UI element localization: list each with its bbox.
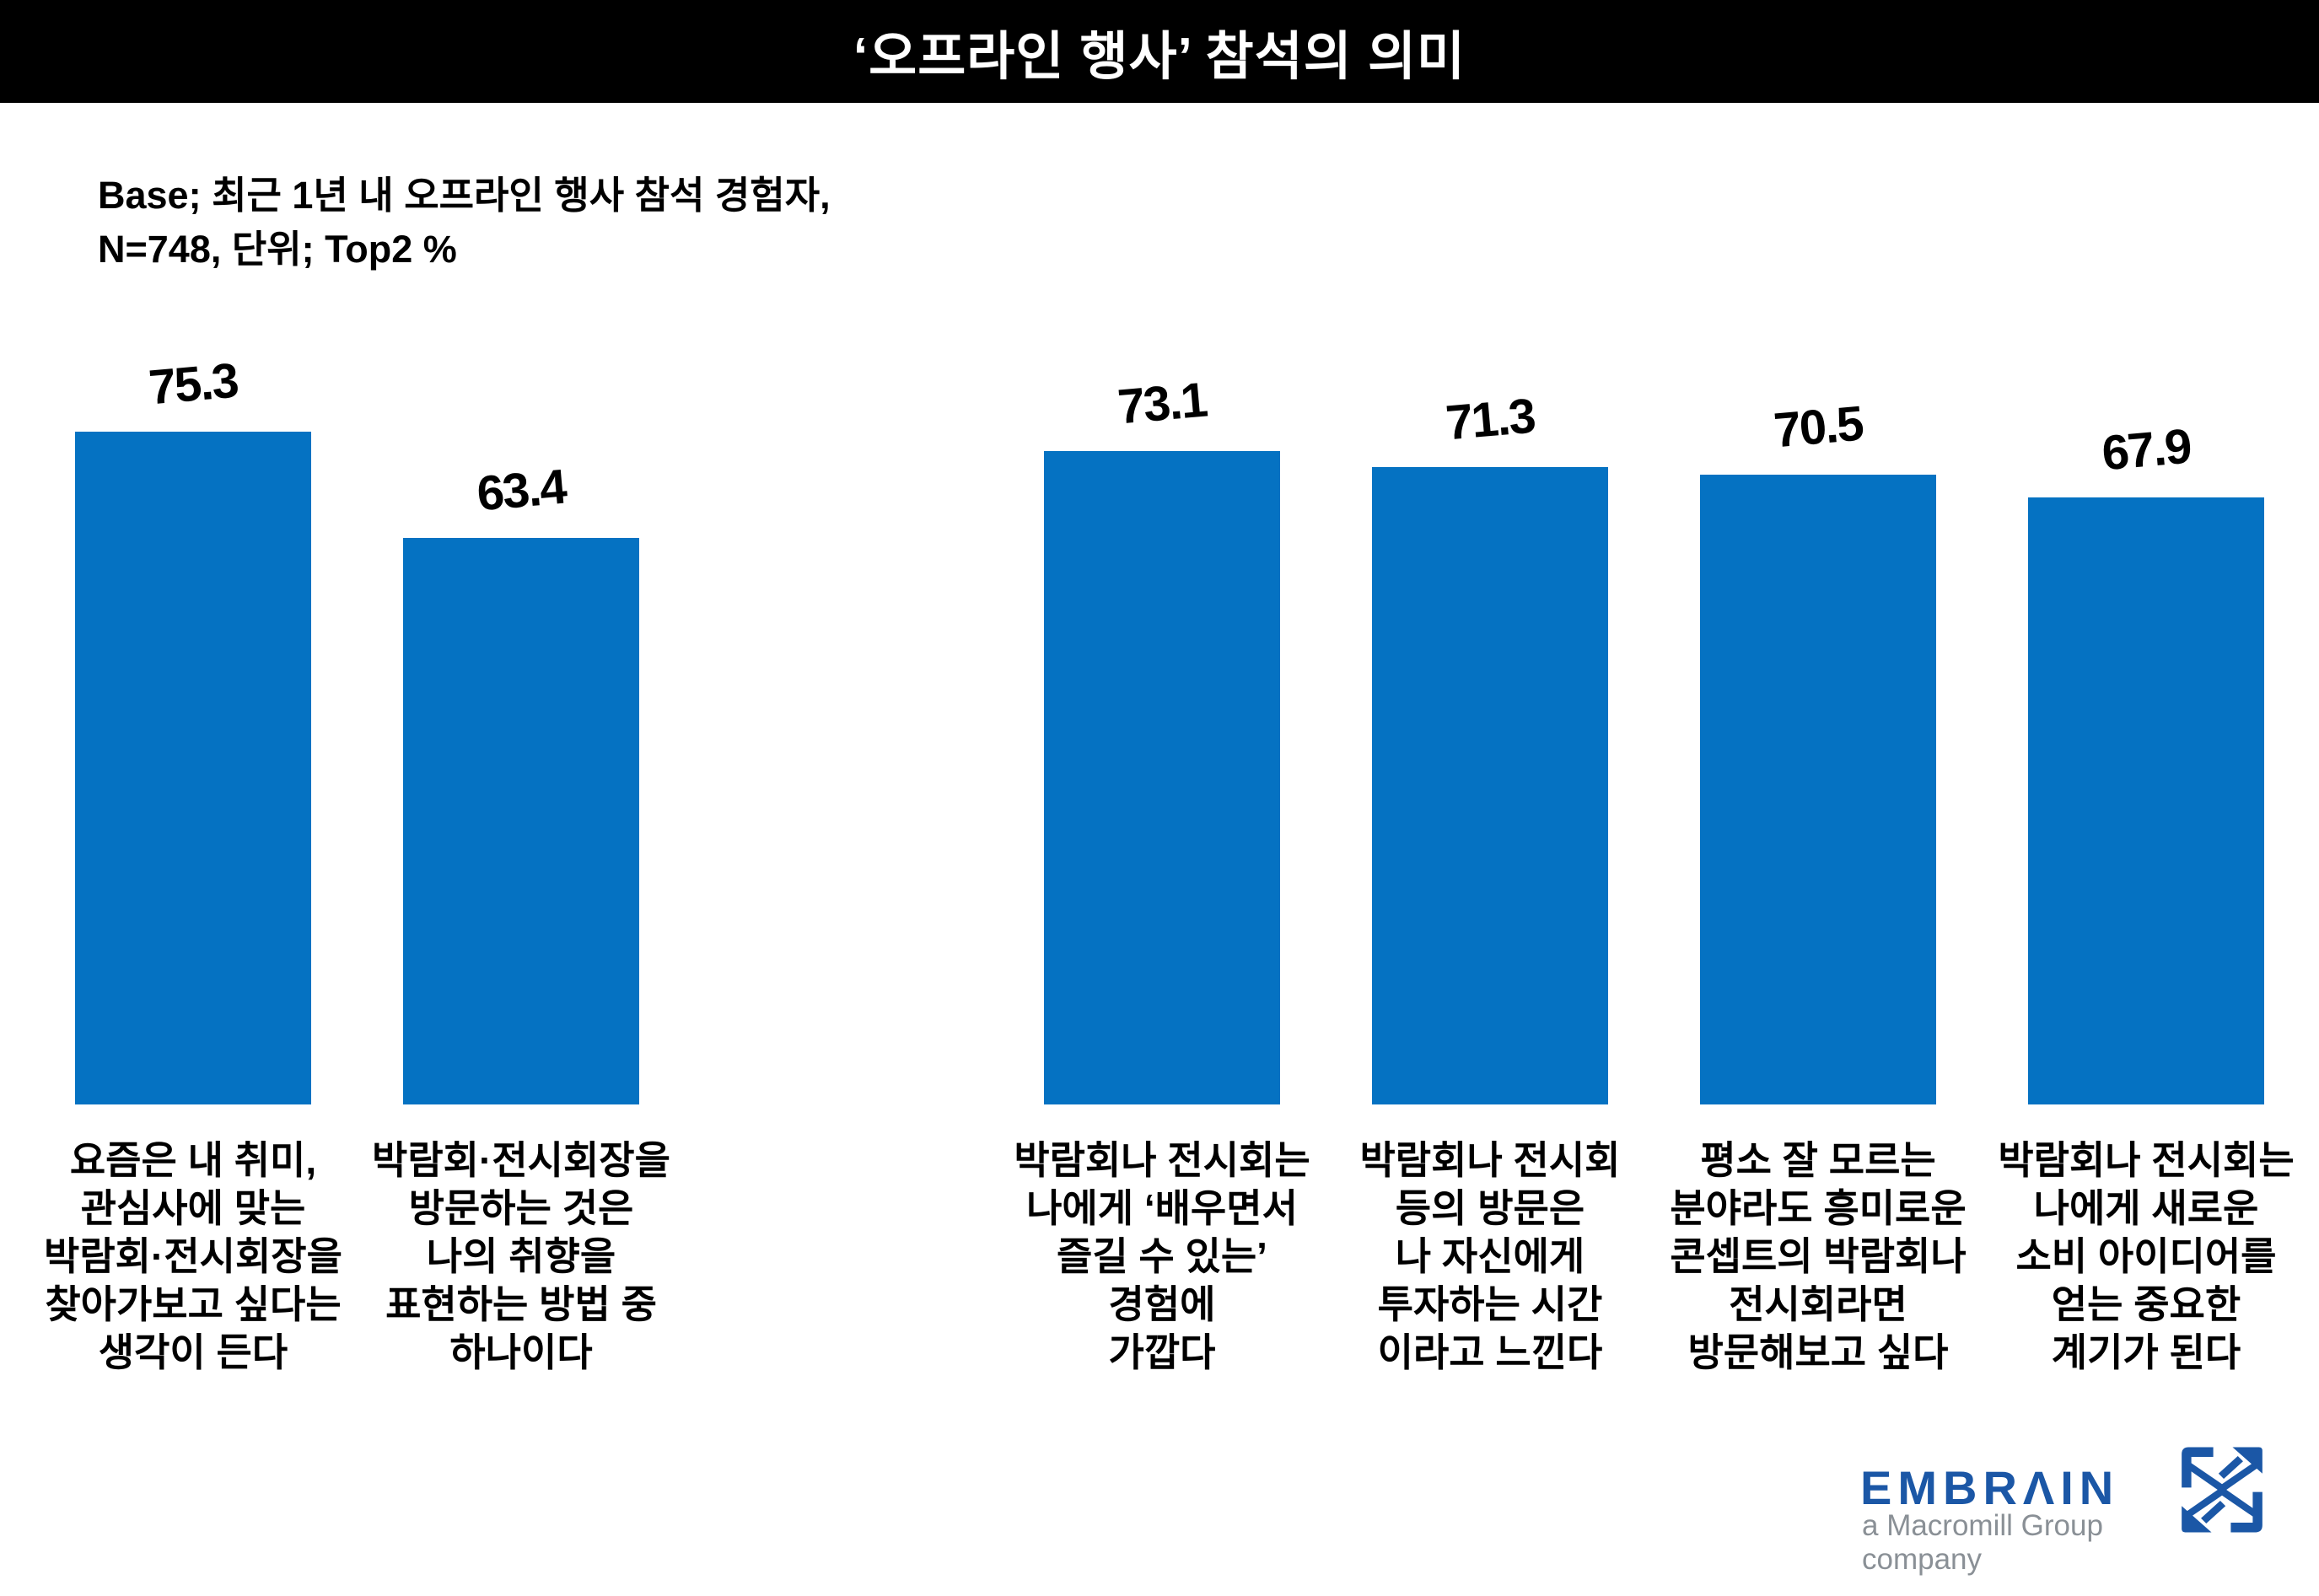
bar — [2028, 497, 2264, 1104]
bar-category-label: 평소 잘 모르는 분야라도 흥미로운 콘셉트의 박람회나 전시회라면 방문해보고… — [1670, 1138, 1967, 1374]
bar-value-label: 73.1 — [1115, 372, 1209, 435]
base-note-line2: N=748, 단위; Top2 % — [98, 228, 457, 271]
base-note-line1: Base; 최근 1년 내 오프라인 행사 참석 경험자, — [98, 174, 831, 217]
bar — [75, 432, 311, 1104]
base-note: Base; 최근 1년 내 오프라인 행사 참석 경험자, N=748, 단위;… — [98, 169, 831, 277]
title-banner: ‘오프라인 행사’ 참석의 의미 — [0, 0, 2319, 103]
bar — [1044, 451, 1280, 1104]
bar-category-label: 박람회나 전시회는 나에게 새로운 소비 아이디어를 얻는 중요한 계기가 된다 — [1998, 1138, 2295, 1374]
bar — [1700, 475, 1936, 1104]
bar-category-label: 박람회나 전시회 등의 방문은 나 자신에게 투자하는 시간 이라고 느낀다 — [1359, 1138, 1621, 1374]
bar-value-label: 70.5 — [1771, 395, 1865, 459]
bar-category-label: 요즘은 내 취미, 관심사에 맞는 박람회·전시회장을 찾아가보고 싶다는 생각… — [44, 1138, 342, 1374]
bar — [1372, 467, 1608, 1104]
bar-value-label: 67.9 — [2099, 418, 2193, 481]
bar-value-label: 63.4 — [474, 459, 568, 522]
page-title: ‘오프라인 행사’ 참석의 의미 — [853, 28, 1466, 86]
bar-category-label: 박람회나 전시회는 나에게 ‘배우면서 즐길 수 있는’ 경험에 가깝다 — [1014, 1138, 1310, 1374]
bar-category-label: 박람회·전시회장을 방문하는 것은 나의 취향을 표현하는 방법 중 하나이다 — [372, 1138, 670, 1374]
bar — [403, 538, 639, 1104]
bar-value-label: 75.3 — [146, 352, 240, 416]
bar-value-label: 71.3 — [1443, 388, 1537, 451]
